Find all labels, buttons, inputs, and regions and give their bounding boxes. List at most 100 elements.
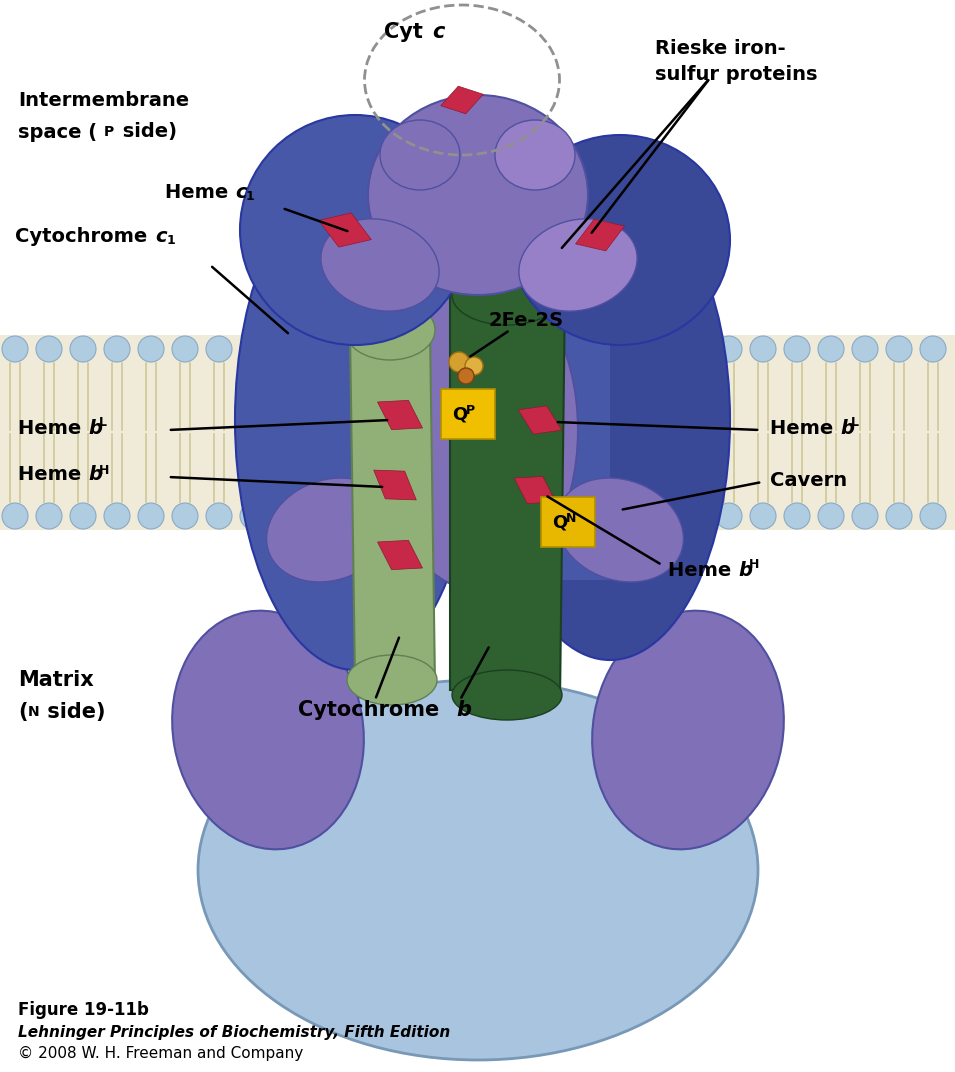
Ellipse shape: [321, 219, 439, 311]
Text: 1: 1: [246, 191, 255, 204]
Ellipse shape: [519, 219, 637, 311]
Text: Heme: Heme: [668, 561, 738, 580]
Circle shape: [449, 352, 469, 372]
Text: Heme: Heme: [18, 418, 88, 437]
Polygon shape: [441, 86, 483, 114]
Text: b: b: [840, 418, 854, 437]
Polygon shape: [350, 330, 435, 685]
Text: Figure 19-11b: Figure 19-11b: [18, 1001, 149, 1019]
Ellipse shape: [368, 95, 588, 295]
Ellipse shape: [380, 120, 460, 190]
Circle shape: [716, 503, 742, 528]
Polygon shape: [373, 471, 416, 500]
Text: 2Fe-2S: 2Fe-2S: [488, 311, 563, 329]
Text: Cavern: Cavern: [770, 471, 847, 490]
Text: b: b: [88, 418, 102, 437]
Circle shape: [2, 503, 28, 528]
Text: Cytochrome: Cytochrome: [15, 227, 154, 247]
Text: Rieske iron-: Rieske iron-: [655, 39, 786, 58]
Text: H: H: [99, 463, 110, 476]
Circle shape: [104, 336, 130, 362]
Circle shape: [70, 336, 96, 362]
Circle shape: [920, 336, 946, 362]
Circle shape: [886, 503, 912, 528]
Text: side): side): [116, 122, 177, 142]
Polygon shape: [377, 540, 422, 569]
Circle shape: [784, 336, 810, 362]
Text: Q: Q: [452, 405, 467, 423]
Text: P: P: [466, 403, 476, 417]
Text: Q: Q: [552, 513, 567, 531]
Ellipse shape: [235, 170, 475, 670]
Circle shape: [886, 336, 912, 362]
Circle shape: [682, 503, 708, 528]
Ellipse shape: [347, 655, 437, 705]
Circle shape: [465, 357, 483, 375]
Text: Cyt: Cyt: [384, 23, 430, 42]
Circle shape: [138, 503, 164, 528]
Text: c: c: [155, 227, 166, 247]
Circle shape: [36, 503, 62, 528]
Text: L: L: [99, 417, 107, 430]
Circle shape: [138, 336, 164, 362]
Circle shape: [206, 503, 232, 528]
Text: side): side): [40, 702, 105, 723]
Text: L: L: [851, 417, 859, 430]
Circle shape: [172, 336, 198, 362]
Polygon shape: [514, 476, 556, 504]
Circle shape: [750, 503, 776, 528]
Text: Cytochrome: Cytochrome: [298, 700, 447, 720]
Polygon shape: [319, 213, 371, 248]
Text: sulfur proteins: sulfur proteins: [655, 65, 817, 85]
Circle shape: [750, 336, 776, 362]
Circle shape: [852, 503, 878, 528]
Text: H: H: [749, 559, 759, 571]
Circle shape: [104, 503, 130, 528]
Bar: [355, 240, 610, 580]
Text: (: (: [18, 702, 28, 723]
Text: b: b: [88, 465, 102, 485]
Text: N: N: [566, 511, 577, 524]
Circle shape: [716, 336, 742, 362]
Ellipse shape: [452, 670, 562, 720]
Ellipse shape: [490, 180, 730, 660]
Polygon shape: [576, 219, 625, 251]
Circle shape: [682, 336, 708, 362]
Text: N: N: [28, 705, 39, 719]
Polygon shape: [377, 400, 422, 430]
Text: Lehninger Principles of Biochemistry, Fifth Edition: Lehninger Principles of Biochemistry, Fi…: [18, 1025, 450, 1040]
Circle shape: [240, 336, 266, 362]
Circle shape: [920, 503, 946, 528]
Ellipse shape: [240, 115, 470, 345]
Ellipse shape: [510, 135, 730, 345]
Text: © 2008 W. H. Freeman and Company: © 2008 W. H. Freeman and Company: [18, 1045, 304, 1060]
Circle shape: [458, 368, 474, 384]
Text: space (: space (: [18, 122, 97, 142]
Ellipse shape: [266, 478, 393, 582]
Circle shape: [818, 503, 844, 528]
Circle shape: [240, 503, 266, 528]
Polygon shape: [519, 406, 562, 434]
Polygon shape: [450, 291, 565, 700]
FancyBboxPatch shape: [541, 497, 595, 547]
Text: Heme: Heme: [18, 465, 88, 485]
Ellipse shape: [345, 300, 435, 360]
Text: 1: 1: [167, 235, 176, 248]
Text: Matrix: Matrix: [18, 670, 94, 690]
Circle shape: [852, 336, 878, 362]
Circle shape: [70, 503, 96, 528]
Text: Heme: Heme: [770, 418, 840, 437]
Ellipse shape: [592, 611, 784, 849]
Ellipse shape: [198, 680, 758, 1060]
Text: Intermembrane: Intermembrane: [18, 90, 189, 109]
Circle shape: [2, 336, 28, 362]
Text: b: b: [456, 700, 471, 720]
Circle shape: [36, 336, 62, 362]
Bar: [0, 334, 955, 530]
FancyBboxPatch shape: [441, 389, 495, 440]
Text: c: c: [235, 183, 246, 203]
Text: c: c: [432, 23, 444, 42]
Circle shape: [172, 503, 198, 528]
Ellipse shape: [495, 120, 575, 190]
Circle shape: [784, 503, 810, 528]
